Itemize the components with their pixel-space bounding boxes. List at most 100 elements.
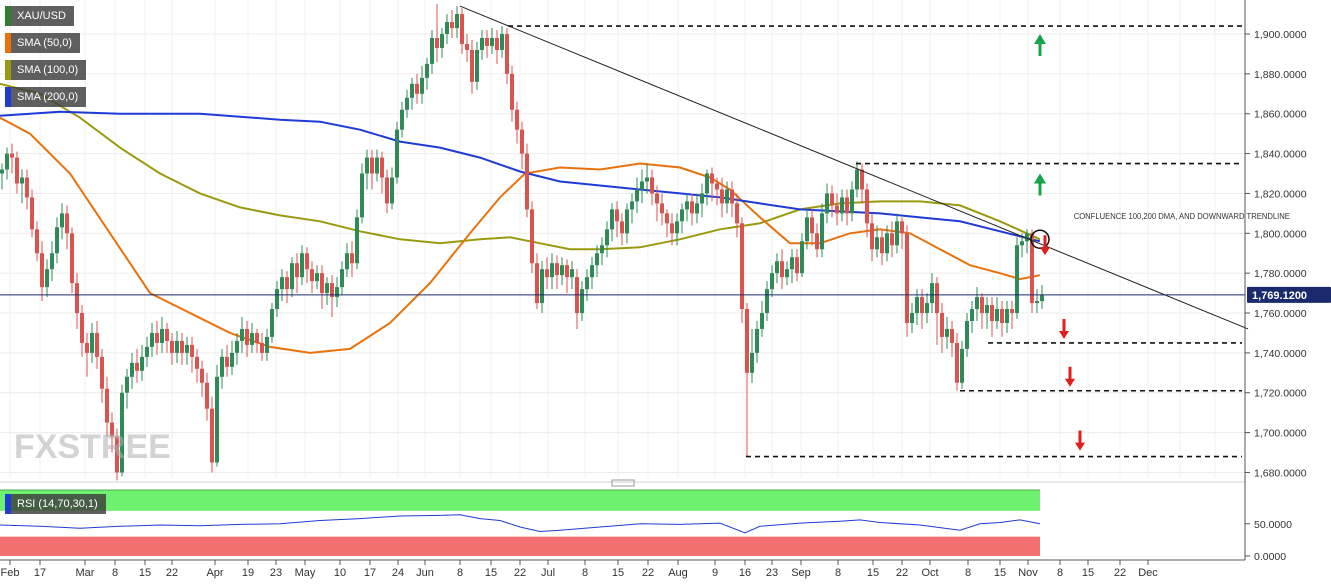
date-tick-label: 15 (994, 567, 1006, 579)
price-tick-label: 1,840.0000 (1254, 149, 1307, 161)
date-tick-label: 22 (514, 567, 526, 579)
candle-body (540, 269, 544, 304)
candle-body (605, 229, 609, 246)
candle-body (875, 237, 879, 250)
candle-body (50, 253, 54, 270)
price-tick-label: 1,700.0000 (1254, 428, 1307, 440)
candle-body (610, 209, 614, 230)
candle-body (290, 263, 294, 290)
date-tick-label: Feb (1, 567, 20, 579)
candle-body (430, 37, 434, 64)
candle-body (750, 352, 754, 373)
candle-body (995, 309, 999, 321)
price-tick-label: 1,900.0000 (1254, 29, 1307, 41)
candle-body (65, 213, 69, 234)
candle-body (205, 382, 209, 409)
arrow-head (1075, 442, 1085, 451)
date-tick-label: 24 (392, 567, 404, 579)
arrow-down-icon (1040, 235, 1050, 256)
date-tick-label: 8 (457, 567, 463, 579)
candle-body (810, 217, 814, 234)
candle-body (530, 209, 534, 264)
arrow-head (1059, 330, 1069, 339)
candle-body (930, 283, 934, 304)
candle-body (990, 305, 994, 321)
candle-body (625, 209, 629, 234)
candle-body (970, 309, 974, 321)
candle-body (675, 221, 679, 234)
date-tick-label: 17 (34, 567, 46, 579)
price-axis: 1,900.0000 1,880.0000 1,860.0000 1,840.0000… (1244, 0, 1307, 560)
candle-body (1000, 309, 1004, 323)
candle-body (110, 422, 114, 437)
arrow-head (1034, 33, 1046, 44)
date-tick-label: Nov (1018, 567, 1038, 579)
candle-body (140, 356, 144, 371)
candle-body (265, 336, 269, 353)
rsi-legend: RSI (14,70,30,1) (5, 494, 106, 514)
candle-body (225, 356, 229, 367)
legend-label-symbol: XAU/USD (17, 10, 66, 22)
legend-symbol: XAU/USD (5, 6, 74, 26)
candle-body (665, 213, 669, 224)
candle-body (965, 320, 969, 349)
candle-body (330, 283, 334, 298)
candle-body (250, 332, 254, 345)
candle-body (880, 237, 884, 254)
candle-body (300, 253, 304, 278)
candle-body (180, 340, 184, 353)
candle-body (420, 77, 424, 94)
candle-body (645, 177, 649, 182)
candle-body (45, 269, 49, 288)
candle-body (200, 368, 204, 383)
candle-body (85, 342, 89, 353)
candle-body (795, 257, 799, 274)
candle-body (670, 223, 674, 234)
candle-body (295, 263, 299, 278)
candle-body (255, 332, 259, 343)
candle-body (1025, 233, 1029, 242)
price-tick-label: 1,680.0000 (1254, 467, 1307, 479)
date-axis: Feb 17 Mar 8 15 22 Apr 19 23 May 10 17 24 Jun 8 15 22 Jul… (0, 559, 1245, 579)
candle-body (705, 173, 709, 194)
candle-body (275, 289, 279, 310)
candle-body (30, 197, 34, 230)
candle-body (905, 233, 909, 323)
candle-body (500, 34, 504, 50)
candle-body (40, 253, 44, 288)
candle-body (425, 63, 429, 78)
rsi-panel: 50.0000 0.0000 (0, 489, 1292, 563)
date-tick-label: 8 (582, 567, 588, 579)
candle-body (590, 265, 594, 278)
candle-body (1015, 245, 1019, 314)
date-tick-label: Apr (206, 567, 223, 579)
candle-body (560, 265, 564, 276)
candle-body (755, 328, 759, 353)
candle-body (815, 233, 819, 250)
candle-body (1035, 301, 1039, 304)
candle-body (325, 283, 329, 294)
legend-label-sma50: SMA (50,0) (17, 37, 73, 49)
candle-body (395, 129, 399, 178)
price-tick-label: 1,860.0000 (1254, 109, 1307, 121)
candle-body (370, 157, 374, 174)
candle-body (315, 273, 319, 282)
candle-body (185, 344, 189, 353)
rsi-legend-label: RSI (14,70,30,1) (17, 498, 98, 510)
candle-body (600, 245, 604, 254)
candle-body (455, 14, 459, 29)
candle-body (715, 183, 719, 190)
arrow-up-icon (1034, 33, 1046, 56)
candle-body (900, 221, 904, 234)
watermark-text: FXSTREE (14, 428, 171, 466)
candle-body (100, 356, 104, 389)
date-tick-label: 22 (896, 567, 908, 579)
candle-body (320, 273, 324, 294)
candle-body (340, 269, 344, 288)
candle-body (545, 269, 549, 278)
legend-sma100: SMA (100,0) (5, 60, 87, 80)
candle-body (515, 109, 519, 130)
price-tick-label: 1,820.0000 (1254, 188, 1307, 200)
candle-body (20, 177, 24, 184)
candle-body (1005, 309, 1009, 323)
